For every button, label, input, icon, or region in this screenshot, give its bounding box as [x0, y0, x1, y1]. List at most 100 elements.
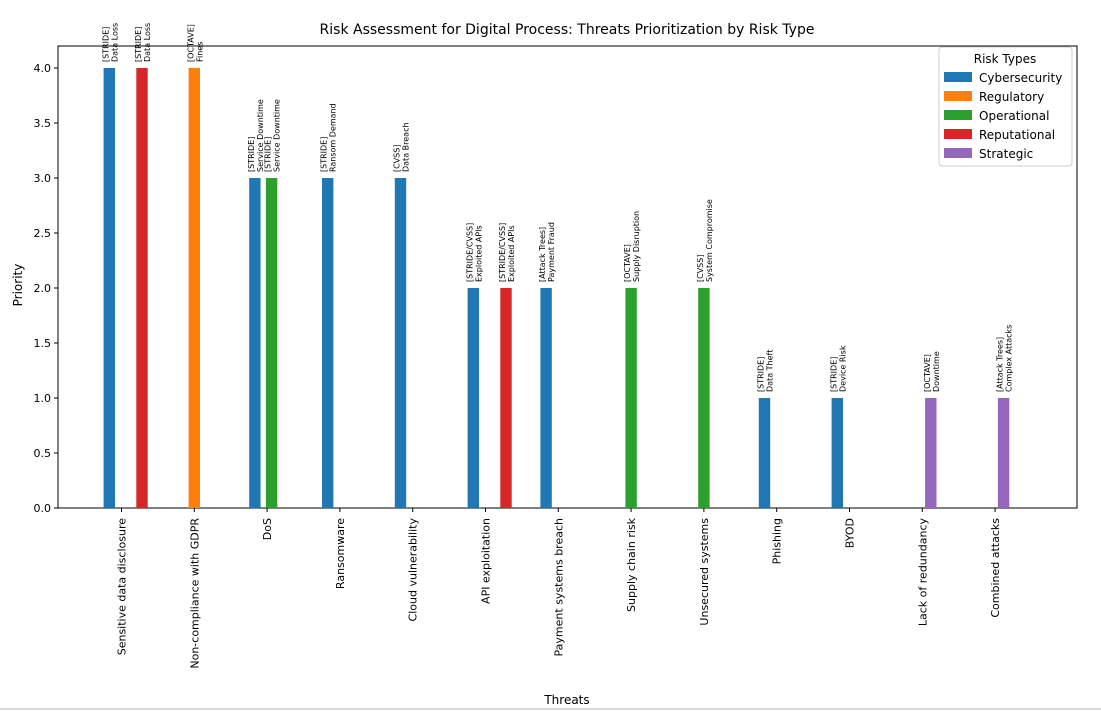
x-tick-label: Ransomware — [334, 518, 347, 589]
bar-annotation: [OCTAVE]Supply Disruption — [623, 211, 641, 282]
bar-annotation-method: [STRIDE] — [320, 137, 329, 172]
bar-annotation-method: [STRIDE] — [757, 357, 766, 392]
bar-annotation-method: [Attack Trees] — [996, 337, 1005, 392]
legend-swatch — [944, 148, 972, 158]
bar-cybersecurity — [249, 178, 260, 508]
bar-annotation-impact: Device Risk — [838, 345, 847, 392]
bar-annotation: [Attack Trees]Complex Attacks — [996, 325, 1014, 392]
bar-annotation-impact: Data Loss — [110, 23, 119, 62]
bars-layer — [104, 68, 1010, 508]
bar-annotation: [STRIDE]Device Risk — [829, 345, 847, 392]
x-axis-title: Threats — [543, 693, 589, 707]
legend-swatch — [944, 72, 972, 82]
y-axis: 0.00.51.01.52.02.53.03.54.0 — [34, 62, 59, 515]
bar-annotation: [OCTAVE]Downtime — [923, 351, 941, 392]
bar-annotation-impact: Data Breach — [402, 122, 411, 172]
y-axis-title: Priority — [11, 264, 25, 307]
x-tick-label: Combined attacks — [989, 518, 1002, 618]
x-axis: Sensitive data disclosureNon-compliance … — [116, 508, 1003, 669]
bar-annotation-impact: Exploited APIs — [507, 225, 516, 282]
bar-annotation-method: [OCTAVE] — [186, 24, 195, 62]
bar-annotation: [STRIDE]Ransom Demand — [320, 103, 338, 172]
bar-annotation-method: [CVSS] — [696, 255, 705, 282]
y-tick-label: 1.5 — [34, 337, 52, 350]
bar-annotation: [Attack Trees]Payment Fraud — [538, 222, 556, 282]
legend-label: Reputational — [979, 128, 1055, 142]
bar-annotation-method: [STRIDE] — [247, 137, 256, 172]
legend-swatch — [944, 129, 972, 139]
legend-swatch — [944, 110, 972, 120]
bar-annotation-method: [OCTAVE] — [923, 354, 932, 392]
bar-annotation-impact: Payment Fraud — [547, 222, 556, 282]
bar-cybersecurity — [322, 178, 333, 508]
bar-strategic — [998, 398, 1009, 508]
bar-annotation-impact: Fines — [195, 42, 204, 62]
y-tick-label: 4.0 — [34, 62, 52, 75]
bar-cybersecurity — [759, 398, 770, 508]
bar-annotation-impact: System Compromise — [705, 199, 714, 282]
x-tick-label: Payment systems breach — [552, 518, 565, 656]
y-tick-label: 2.5 — [34, 227, 52, 240]
x-tick-label: Cloud vulnerability — [407, 518, 420, 622]
bar-reputational — [500, 288, 511, 508]
y-tick-label: 0.0 — [34, 502, 52, 515]
bar-strategic — [925, 398, 936, 508]
bar-annotation-impact: Downtime — [932, 351, 941, 392]
legend-title: Risk Types — [974, 52, 1037, 66]
x-tick-label: DoS — [261, 518, 274, 540]
x-tick-label: Lack of redundancy — [916, 518, 929, 627]
y-tick-label: 0.5 — [34, 447, 52, 460]
bar-annotation: [STRIDE]Data Loss — [134, 23, 152, 62]
bar-annotation: [OCTAVE]Fines — [186, 24, 204, 62]
bar-annotation-method: [OCTAVE] — [623, 244, 632, 282]
bar-annotation-method: [STRIDE/CVSS] — [465, 223, 474, 282]
bar-annotation: [STRIDE]Service Downtime — [247, 99, 265, 172]
bar-operational — [266, 178, 277, 508]
x-tick-label: Supply chain risk — [625, 517, 638, 612]
bar-annotation-method: [CVSS] — [393, 145, 402, 172]
bar-operational — [625, 288, 636, 508]
x-tick-label: API exploitation — [480, 518, 493, 604]
bar-annotation-impact: Data Loss — [143, 23, 152, 62]
bar-annotation-impact: Exploited APIs — [474, 225, 483, 282]
chart-title: Risk Assessment for Digital Process: Thr… — [320, 22, 815, 38]
legend-swatch — [944, 91, 972, 101]
legend-label: Regulatory — [979, 90, 1044, 104]
bar-cybersecurity — [468, 288, 479, 508]
bar-annotation-method: [STRIDE/CVSS] — [498, 223, 507, 282]
bar-regulatory — [189, 68, 200, 508]
x-tick-label: Phishing — [771, 518, 784, 564]
bar-annotation-impact: Supply Disruption — [632, 211, 641, 282]
y-tick-label: 3.5 — [34, 117, 52, 130]
bar-annotation-impact: Data Theft — [766, 350, 775, 392]
bar-annotation-method: [STRIDE] — [829, 357, 838, 392]
y-tick-label: 1.0 — [34, 392, 52, 405]
bar-annotation-method: [STRIDE] — [101, 27, 110, 62]
x-tick-label: Unsecured systems — [698, 518, 711, 626]
bar-annotation-impact: Complex Attacks — [1005, 325, 1014, 392]
bar-annotation: [STRIDE]Data Theft — [757, 350, 775, 392]
legend-label: Strategic — [979, 147, 1033, 161]
bar-annotation: [STRIDE/CVSS]Exploited APIs — [498, 223, 516, 282]
bar-cybersecurity — [104, 68, 115, 508]
y-tick-label: 3.0 — [34, 172, 52, 185]
bar-annotation-method: [Attack Trees] — [538, 227, 547, 282]
bar-annotation-impact: Ransom Demand — [329, 103, 338, 172]
bar-cybersecurity — [395, 178, 406, 508]
plot-area — [58, 46, 1077, 508]
bar-annotation-method: [STRIDE] — [134, 27, 143, 62]
bar-operational — [698, 288, 709, 508]
bar-annotation: [CVSS]System Compromise — [696, 199, 714, 282]
bar-annotation: [STRIDE]Service Downtime — [264, 99, 282, 172]
bar-annotation-impact: Service Downtime — [273, 99, 282, 172]
divider — [0, 708, 1101, 710]
bar-cybersecurity — [540, 288, 551, 508]
bar-annotation: [STRIDE/CVSS]Exploited APIs — [465, 223, 483, 282]
x-tick-label: Sensitive data disclosure — [116, 518, 129, 656]
bar-cybersecurity — [832, 398, 843, 508]
bar-annotation: [CVSS]Data Breach — [393, 122, 411, 172]
legend: Risk Types CybersecurityRegulatoryOperat… — [939, 47, 1072, 166]
x-tick-label: BYOD — [844, 518, 857, 548]
bar-reputational — [136, 68, 147, 508]
